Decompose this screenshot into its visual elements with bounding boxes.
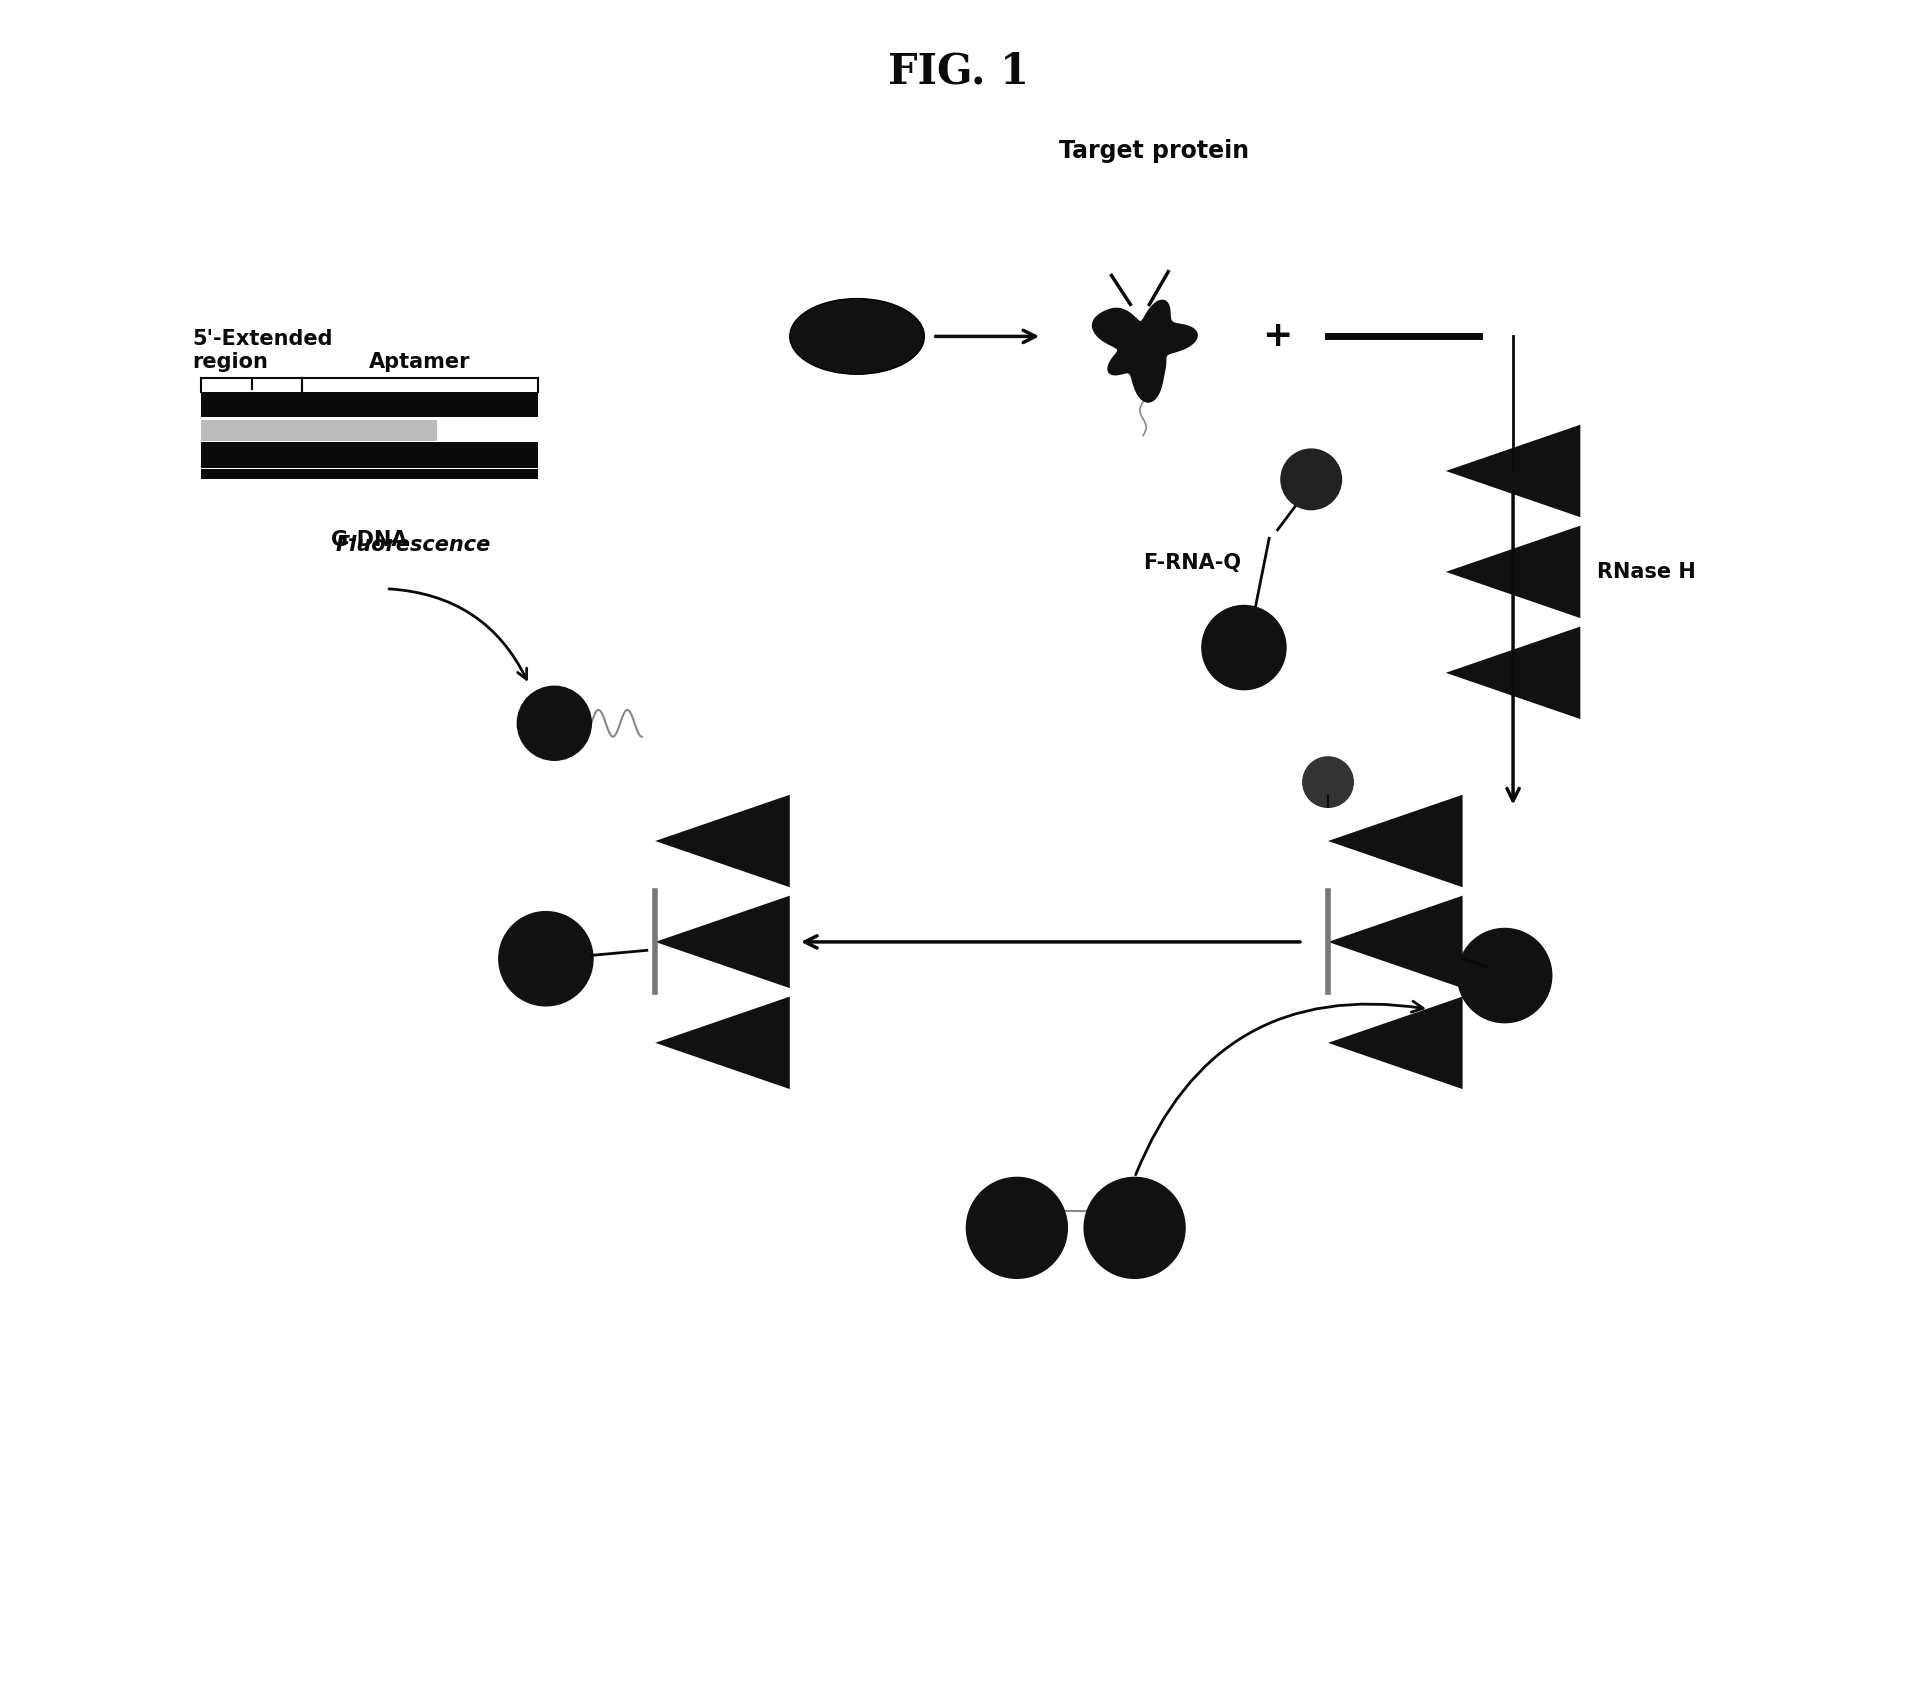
Bar: [201, 392, 538, 417]
Bar: [201, 442, 538, 468]
Text: Target protein: Target protein: [1060, 140, 1249, 163]
Polygon shape: [1447, 426, 1581, 518]
Text: +: +: [1263, 320, 1293, 353]
Polygon shape: [655, 895, 789, 989]
Polygon shape: [1328, 796, 1462, 888]
Ellipse shape: [789, 299, 924, 375]
Text: RNase H: RNase H: [1598, 562, 1696, 582]
Polygon shape: [1447, 526, 1581, 619]
Circle shape: [1084, 1177, 1186, 1278]
Text: G-DNA: G-DNA: [331, 530, 408, 550]
Polygon shape: [1328, 895, 1462, 989]
Circle shape: [1282, 449, 1341, 510]
Circle shape: [517, 686, 592, 760]
Polygon shape: [1092, 301, 1198, 402]
Text: Fluorescence: Fluorescence: [335, 535, 490, 555]
Text: F-RNA-Q: F-RNA-Q: [1144, 553, 1242, 574]
Text: 5'-Extended
region: 5'-Extended region: [194, 328, 333, 372]
Text: Aptamer: Aptamer: [370, 352, 471, 372]
Polygon shape: [655, 996, 789, 1090]
Circle shape: [498, 912, 594, 1006]
Bar: [201, 469, 538, 479]
Text: FIG. 1: FIG. 1: [887, 50, 1029, 93]
Circle shape: [1303, 757, 1353, 807]
Polygon shape: [655, 796, 789, 888]
Circle shape: [1201, 606, 1286, 690]
Polygon shape: [1328, 996, 1462, 1090]
Polygon shape: [1447, 627, 1581, 720]
Circle shape: [966, 1177, 1067, 1278]
Bar: [201, 420, 437, 441]
Circle shape: [1458, 928, 1552, 1023]
